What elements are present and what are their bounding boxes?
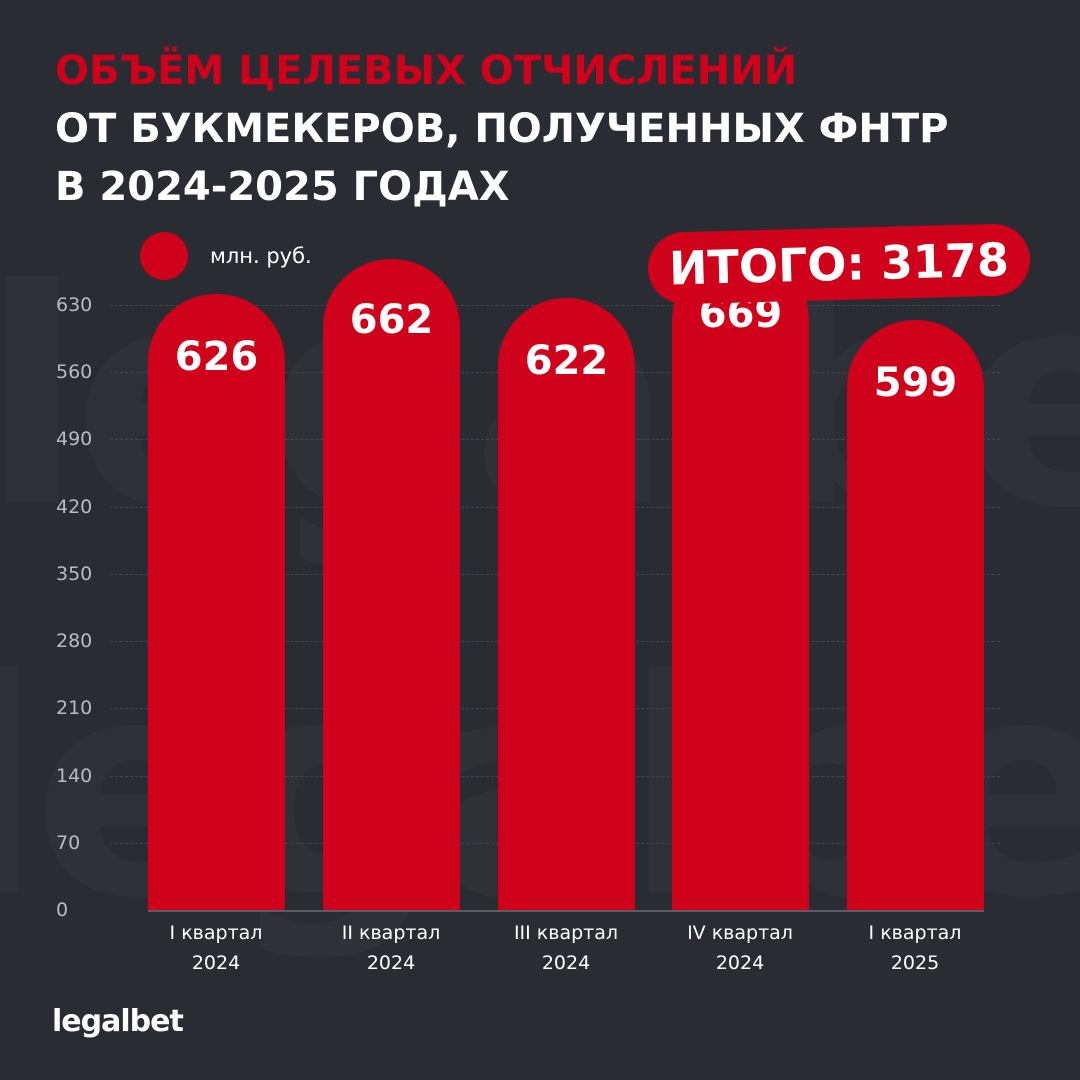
x-label-year: 2025 bbox=[890, 952, 940, 974]
legend-label: млн. руб. bbox=[210, 244, 312, 268]
x-axis-line bbox=[148, 910, 984, 912]
bar: 622 bbox=[498, 297, 635, 910]
total-badge: ИТОГО: 3178 bbox=[647, 223, 1031, 305]
x-tick-label: II квартал 2024 bbox=[306, 918, 476, 978]
x-tick-label: IV квартал 2024 bbox=[655, 918, 825, 978]
bar-value-label: 662 bbox=[349, 297, 434, 344]
legend: млн. руб. bbox=[140, 232, 312, 280]
x-label-year: 2024 bbox=[366, 952, 416, 974]
x-label-quarter: IV квартал bbox=[687, 922, 793, 944]
y-tick-label: 280 bbox=[56, 630, 93, 653]
x-tick-label: III квартал 2024 bbox=[481, 918, 651, 978]
y-tick-label: 140 bbox=[56, 764, 93, 787]
x-label-quarter: I квартал bbox=[868, 922, 962, 944]
x-tick-label: I квартал 2024 bbox=[131, 918, 301, 978]
title-line-3: В 2024-2025 ГОДАХ bbox=[55, 164, 510, 210]
legend-dot-icon bbox=[140, 232, 188, 280]
bar: 669 bbox=[672, 252, 809, 910]
y-tick-label: 560 bbox=[56, 361, 93, 384]
x-label-year: 2024 bbox=[541, 952, 591, 974]
title-line-2: ОТ БУКМЕКЕРОВ, ПОЛУЧЕННЫХ ФНТР bbox=[55, 106, 949, 152]
x-tick-label: I квартал 2025 bbox=[830, 918, 1000, 978]
x-label-quarter: I квартал bbox=[169, 922, 263, 944]
y-tick-label: 490 bbox=[56, 428, 93, 451]
bar-value-label: 622 bbox=[524, 337, 609, 384]
bar-value-label: 599 bbox=[873, 359, 958, 406]
y-tick-label: 420 bbox=[56, 495, 93, 518]
chart-title: ОБЪЁМ ЦЕЛЕВЫХ ОТЧИСЛЕНИЙ ОТ БУКМЕКЕРОВ, … bbox=[55, 42, 948, 216]
x-label-year: 2024 bbox=[191, 952, 241, 974]
title-line-1: ОБЪЁМ ЦЕЛЕВЫХ ОТЧИСЛЕНИЙ bbox=[55, 48, 798, 94]
x-label-quarter: II квартал bbox=[341, 922, 441, 944]
bar: 662 bbox=[323, 259, 460, 910]
y-tick-label: 630 bbox=[56, 294, 93, 316]
bar: 626 bbox=[148, 293, 285, 910]
y-tick-label: 70 bbox=[56, 831, 81, 854]
y-tick-label: 0 bbox=[56, 899, 69, 921]
y-tick-label: 350 bbox=[56, 562, 93, 585]
bar-value-label: 626 bbox=[174, 333, 259, 380]
x-label-quarter: III квартал bbox=[513, 922, 619, 944]
y-tick-label: 210 bbox=[56, 697, 93, 720]
brand-logo: legalbet bbox=[52, 1004, 184, 1039]
x-label-year: 2024 bbox=[715, 952, 765, 974]
bar: 599 bbox=[847, 319, 984, 910]
